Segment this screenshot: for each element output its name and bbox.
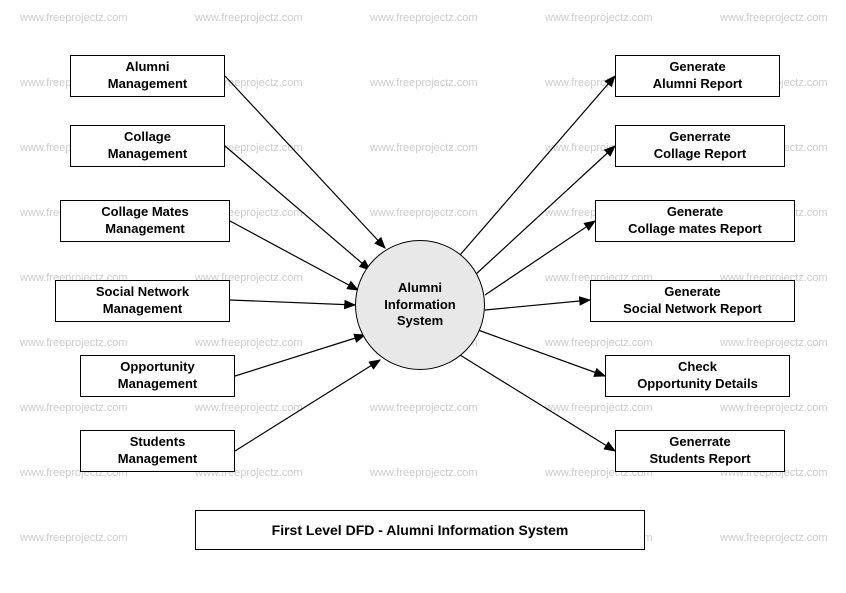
left-entity-2: Collage MatesManagement bbox=[60, 200, 230, 242]
right-entity-4: CheckOpportunity Details bbox=[605, 355, 790, 397]
left-entity-5: StudentsManagement bbox=[80, 430, 235, 472]
right-entity-1: GenerrateCollage Report bbox=[615, 125, 785, 167]
center-process: AlumniInformationSystem bbox=[355, 240, 485, 370]
right-entity-0: GenerateAlumni Report bbox=[615, 55, 780, 97]
diagram-title: First Level DFD - Alumni Information Sys… bbox=[272, 522, 569, 538]
right-entity-3: GenerateSocial Network Report bbox=[590, 280, 795, 322]
left-entity-0: AlumniManagement bbox=[70, 55, 225, 97]
right-entity-5: GenerrateStudents Report bbox=[615, 430, 785, 472]
left-entity-1: CollageManagement bbox=[70, 125, 225, 167]
left-entity-4: OpportunityManagement bbox=[80, 355, 235, 397]
left-entity-3: Social NetworkManagement bbox=[55, 280, 230, 322]
center-label: AlumniInformationSystem bbox=[384, 280, 456, 331]
diagram-canvas: AlumniInformationSystem AlumniManagement… bbox=[0, 0, 846, 593]
diagram-title-box: First Level DFD - Alumni Information Sys… bbox=[195, 510, 645, 550]
right-entity-2: GenerateCollage mates Report bbox=[595, 200, 795, 242]
